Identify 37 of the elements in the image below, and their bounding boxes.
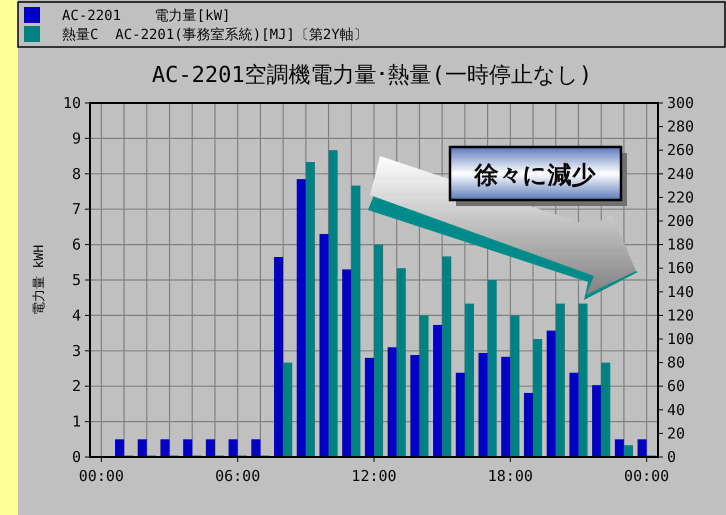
legend-label: 熱量C AC-2201(事務室系統)[MJ]〔第2Y軸〕 bbox=[62, 27, 368, 43]
y2-tick-label: 280 bbox=[667, 118, 694, 136]
y2-tick-label: 100 bbox=[667, 330, 694, 348]
annotation: 徐々に減少 bbox=[474, 161, 596, 189]
y2-tick-label: 200 bbox=[667, 212, 694, 230]
x-tick-label: 00:00 bbox=[624, 467, 670, 485]
y2-tick-label: 120 bbox=[667, 306, 694, 324]
y-tick-label: 3 bbox=[72, 342, 81, 360]
chart-title: AC-2201空調機電力量･熱量(一時停止なし) bbox=[152, 63, 592, 88]
y2-tick-label: 60 bbox=[667, 377, 686, 396]
y-tick-label: 7 bbox=[72, 200, 81, 218]
y-tick-label: 2 bbox=[72, 377, 81, 396]
y2-tick-label: 260 bbox=[667, 141, 694, 160]
y2-tick-label: 240 bbox=[667, 164, 694, 183]
legend-label: AC-2201 電力量[kW] bbox=[62, 8, 230, 24]
y-tick-label: 9 bbox=[72, 129, 81, 148]
y-axis-title: 電力量 kWH bbox=[32, 244, 47, 316]
y-tick-label: 5 bbox=[72, 271, 81, 289]
x-tick-label: 00:00 bbox=[78, 467, 124, 485]
y2-tick-label: 300 bbox=[667, 94, 694, 112]
x-tick-label: 18:00 bbox=[488, 467, 533, 485]
y2-tick-label: 20 bbox=[667, 424, 686, 442]
y-tick-label: 4 bbox=[72, 306, 81, 324]
y-tick-label: 10 bbox=[62, 94, 81, 112]
y2-tick-label: 80 bbox=[667, 354, 686, 372]
y2-tick-label: 0 bbox=[667, 448, 676, 466]
y-tick-label: 0 bbox=[72, 448, 81, 466]
y2-tick-label: 160 bbox=[667, 259, 694, 278]
y2-tick-label: 140 bbox=[667, 282, 694, 301]
y-tick-label: 6 bbox=[72, 236, 81, 254]
x-tick-label: 12:00 bbox=[351, 467, 397, 485]
y-tick-label: 8 bbox=[72, 164, 81, 183]
y-tick-label: 1 bbox=[72, 412, 81, 431]
y2-tick-label: 180 bbox=[667, 236, 694, 254]
y2-tick-label: 220 bbox=[667, 188, 694, 206]
x-tick-label: 06:00 bbox=[215, 467, 260, 485]
y2-tick-label: 40 bbox=[667, 400, 686, 419]
